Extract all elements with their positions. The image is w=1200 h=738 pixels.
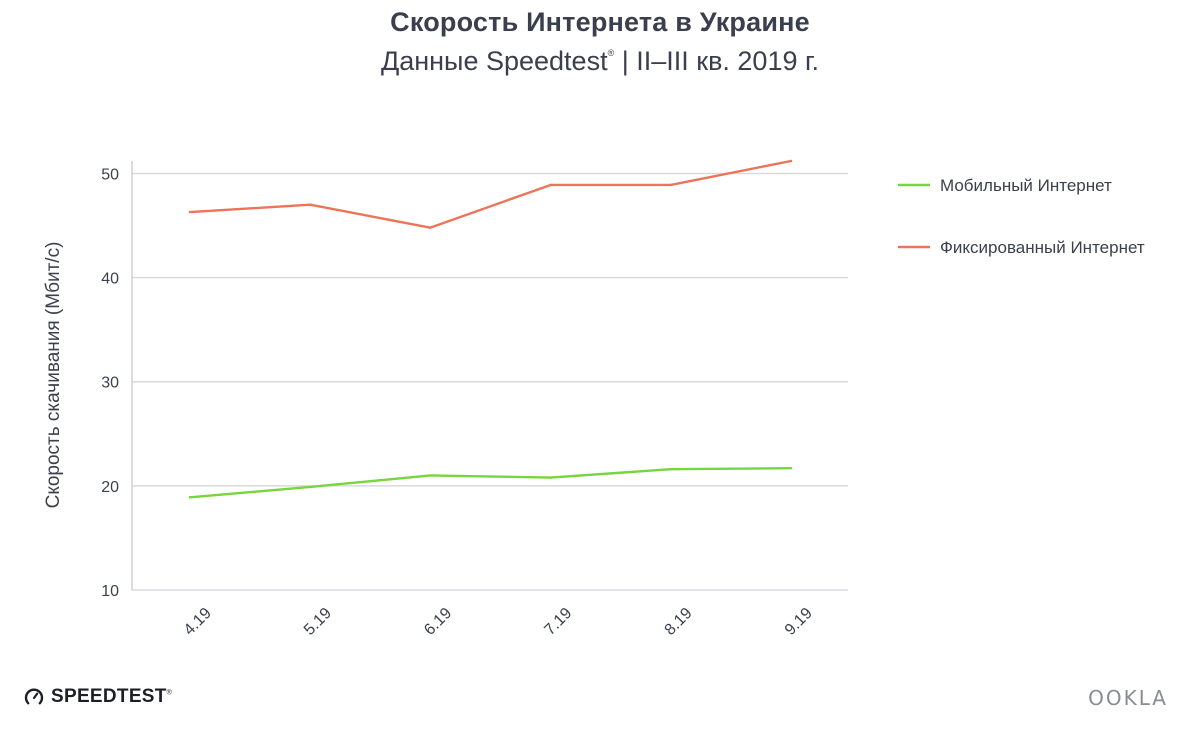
- x-tick-label: 4.19: [181, 605, 215, 639]
- data-point: [309, 485, 312, 489]
- data-point: [429, 226, 432, 229]
- y-tick-label: 30: [101, 375, 119, 392]
- speedtest-tm: ®: [166, 689, 173, 697]
- x-tick-label: 5.19: [301, 605, 335, 639]
- series-line-fixed: [188, 159, 793, 229]
- x-tick-label: 7.19: [541, 605, 575, 639]
- chart-title: Скорость Интернета в Украине: [390, 7, 810, 37]
- y-tick-label: 20: [101, 479, 119, 496]
- subtitle-registered-mark: ®: [607, 48, 615, 58]
- series-lines: [188, 159, 793, 499]
- data-point: [188, 496, 192, 499]
- data-point: [429, 474, 432, 477]
- data-point: [669, 468, 672, 471]
- y-tick-label: 40: [101, 271, 119, 288]
- subtitle-main: Данные Speedtest: [380, 46, 608, 76]
- y-axis-title: Скорость скачивания (Мбит/с): [43, 242, 64, 509]
- series-line-mobile: [188, 466, 793, 499]
- data-point: [549, 476, 552, 479]
- legend-label: Мобильный Интернет: [940, 176, 1112, 195]
- y-tick-label: 50: [101, 166, 119, 183]
- data-point: [789, 159, 793, 163]
- x-tick-labels: 4.19 5.19 6.19 7.19 8.19 9.19: [181, 605, 816, 639]
- x-tick-label: 8.19: [662, 605, 696, 639]
- speedtest-logo: SPEEDTEST®: [24, 686, 172, 708]
- data-point: [549, 183, 552, 187]
- y-tick-labels: 10 20 30 40 50: [101, 166, 119, 600]
- speedtest-wordmark-text: SPEEDTEST: [51, 686, 167, 707]
- speedometer-icon: [24, 688, 44, 705]
- chart-header: Скорость Интернета в Украине Данные Spee…: [0, 6, 1200, 78]
- speedtest-wordmark: SPEEDTEST®: [51, 686, 172, 708]
- subtitle-tail: | II–III кв. 2019 г.: [614, 46, 820, 76]
- chart-subtitle: Данные Speedtest® | II–III кв. 2019 г.: [0, 40, 1200, 78]
- x-tick-label: 9.19: [782, 605, 816, 639]
- legend: Мобильный Интернет Фиксированный Интернет: [898, 176, 1145, 257]
- y-tick-label: 10: [101, 583, 119, 600]
- data-point: [669, 183, 672, 187]
- x-tick-label: 6.19: [421, 605, 455, 639]
- data-point: [789, 466, 793, 470]
- legend-label: Фиксированный Интернет: [940, 238, 1145, 257]
- data-point: [188, 210, 192, 214]
- grid-lines: [132, 172, 848, 591]
- data-point: [309, 203, 312, 206]
- ookla-logo: OOKLA: [1088, 686, 1168, 710]
